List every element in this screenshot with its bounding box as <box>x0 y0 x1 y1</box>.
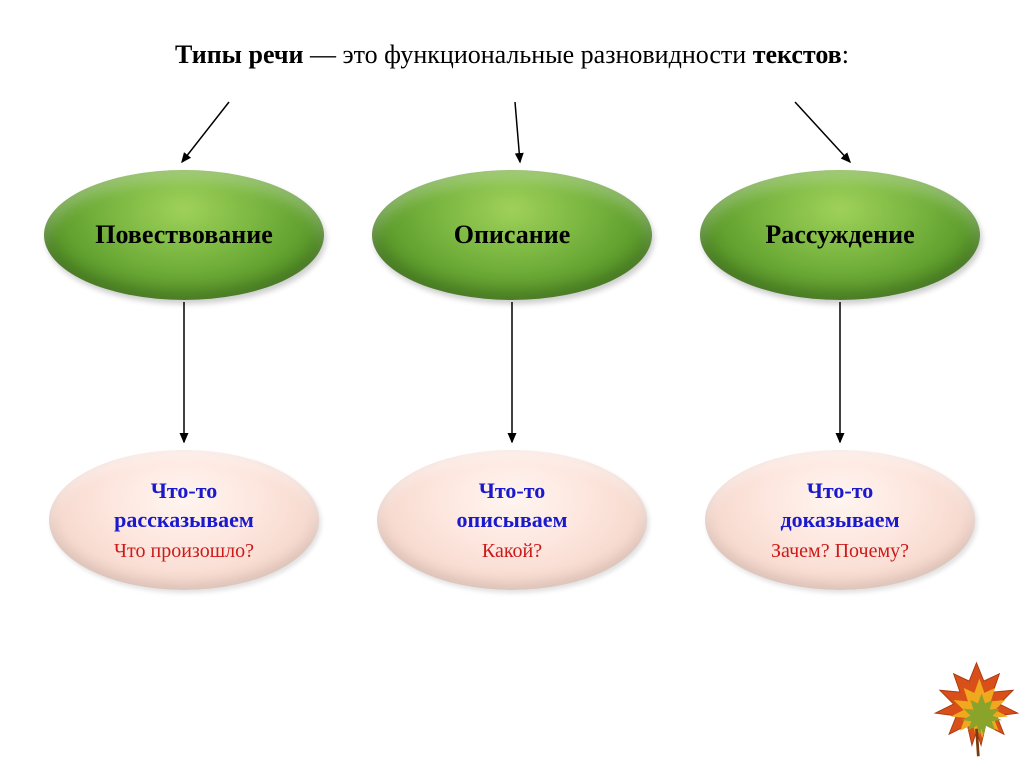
diagram-columns: Повествование Что-то рассказываем Что пр… <box>0 100 1024 700</box>
green-oval-3: Рассуждение <box>700 170 980 300</box>
column-reasoning: Рассуждение Что-то доказываем Зачем? Поч… <box>680 100 1000 700</box>
blue-line1-2: Что-то <box>479 478 546 503</box>
blue-text-3: Что-то доказываем <box>780 477 899 534</box>
arrow-top-3 <box>790 100 860 170</box>
red-text-3: Зачем? Почему? <box>771 540 909 563</box>
title-plain: — это функциональные разновидности <box>303 40 752 69</box>
maple-leaf-icon <box>929 649 1024 759</box>
column-narration: Повествование Что-то рассказываем Что пр… <box>24 100 344 700</box>
blue-line1-1: Что-то <box>151 478 218 503</box>
pink-oval-1: Что-то рассказываем Что произошло? <box>49 450 319 590</box>
arrow-top-2 <box>507 100 527 170</box>
blue-line1-3: Что-то <box>807 478 874 503</box>
arrow-top-1 <box>174 100 234 170</box>
blue-line2-3: доказываем <box>780 507 899 532</box>
arrow-down-2 <box>502 300 522 450</box>
pink-oval-3: Что-то доказываем Зачем? Почему? <box>705 450 975 590</box>
title-line: Типы речи — это функциональные разновидн… <box>0 0 1024 70</box>
green-label-1: Повествование <box>95 220 273 250</box>
blue-text-1: Что-то рассказываем <box>114 477 254 534</box>
green-oval-2: Описание <box>372 170 652 300</box>
blue-line2-2: описываем <box>457 507 568 532</box>
title-bold-2: текстов <box>753 40 842 69</box>
title-suffix: : <box>842 40 849 69</box>
green-oval-1: Повествование <box>44 170 324 300</box>
blue-line2-1: рассказываем <box>114 507 254 532</box>
blue-text-2: Что-то описываем <box>457 477 568 534</box>
pink-oval-2: Что-то описываем Какой? <box>377 450 647 590</box>
green-label-3: Рассуждение <box>765 220 914 250</box>
red-text-1: Что произошло? <box>114 540 254 563</box>
column-description: Описание Что-то описываем Какой? <box>352 100 672 700</box>
arrow-down-3 <box>830 300 850 450</box>
arrow-down-1 <box>174 300 194 450</box>
green-label-2: Описание <box>454 220 571 250</box>
title-bold-1: Типы речи <box>175 40 303 69</box>
red-text-2: Какой? <box>482 540 542 563</box>
